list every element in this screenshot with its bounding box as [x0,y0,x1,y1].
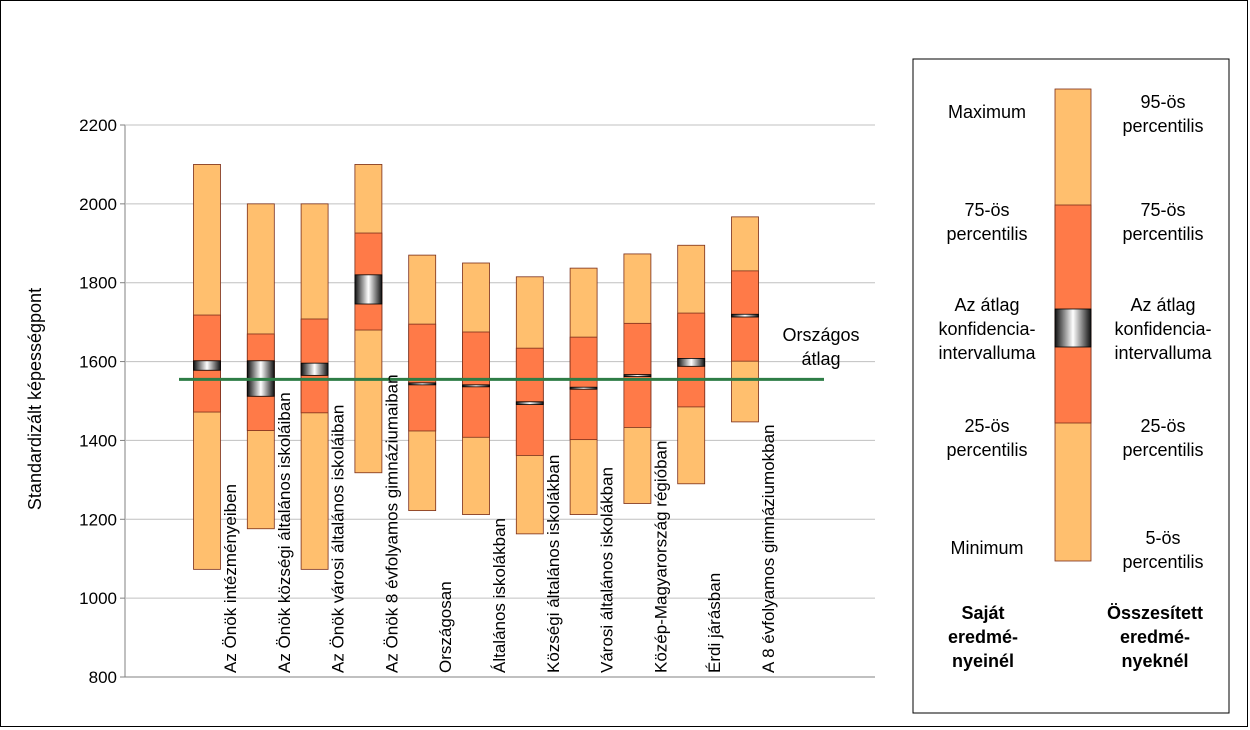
national-average-label-1: Országos [782,325,859,345]
confidence-interval-bar [731,313,759,318]
y-tick-label: 2200 [79,116,117,135]
category-label: Az Önök 8 évfolyamos gimnáziumaiban [382,374,401,673]
legend-right-label: Az átlag konfidencia-intervalluma [1114,295,1212,363]
legend-right-label: 95-ös percentilis [1122,92,1203,136]
confidence-interval-bar [515,401,544,405]
category-label: Az Önök községi általános iskoláiban [275,392,294,673]
category-label: Általános iskolákban [490,518,509,673]
category-label: Közép-Magyarország régióban [651,441,670,673]
y-tick-label: 1400 [79,431,117,450]
box-4 [408,254,437,512]
category-label: Városi általános iskolákban [598,467,617,673]
category-label: Községi általános iskolákban [544,455,563,673]
box-6 [515,276,544,535]
confidence-interval-bar [300,362,329,376]
confidence-interval-bar [462,384,490,388]
category-label: Országosan [436,581,455,673]
box-3 [354,164,383,474]
national-average-label-2: átlag [801,349,840,369]
legend: Maximum 75-ös percentilis Az átlag konfidenc… [912,58,1230,714]
box-0 [193,164,221,570]
box-7 [569,267,598,515]
legend-left-title: Saját eredmé-nyeinél [948,603,1018,671]
y-tick-label: 2000 [79,195,117,214]
legend-left-label: Az átlag konfidencia-intervalluma [938,295,1036,363]
box-9 [677,244,706,485]
confidence-interval-bar [354,274,383,305]
category-label: A 8 évfolyamos gimnáziumokban [759,424,778,673]
legend-right-label: 75-ös percentilis [1122,200,1203,244]
legend-left-label: 25-ös percentilis [946,416,1027,460]
legend-bar [1054,88,1092,562]
confidence-interval-bar [569,386,598,390]
legend-right-labels: 95-ös percentilis 75-ös percentilis Az átlag… [1107,92,1213,671]
confidence-interval-bar [677,358,706,367]
legend-left-label: 75-ös percentilis [946,200,1027,244]
confidence-interval-bar [408,382,437,386]
y-tick-label: 1200 [79,510,117,529]
box-10 [731,216,759,423]
interquartile-bar [408,323,437,432]
confidence-interval-bar [623,374,652,377]
box-5 [462,262,490,515]
y-tick-label: 1800 [79,274,117,293]
y-ticks: 800 1000 1200 1400 1600 1800 2000 2200 [79,116,125,687]
y-tick-label: 1000 [79,589,117,608]
legend-left-labels: Maximum 75-ös percentilis Az átlag konfidenc… [938,102,1036,671]
y-tick-label: 800 [89,668,117,687]
boxes [193,164,759,570]
legend-right-title: Összesített eredmé-nyeknél [1107,603,1203,671]
box-2 [300,203,329,570]
box-1 [246,203,275,530]
legend-right-label: 5-ös percentilis [1122,528,1203,572]
confidence-interval-bar [193,360,221,371]
legend-ci-bar [1054,308,1092,348]
reference-line-group: Országos átlag [179,325,860,381]
y-axis-label: Standardizált képességpont [25,288,45,510]
legend-left-label: Minimum [950,538,1023,558]
category-label: Az Önök intézményeiben [221,484,240,673]
category-labels: Az Önök intézményeiben Az Önök községi ál… [221,374,778,673]
y-tick-label: 1600 [79,353,117,372]
category-label: Érdi járásban [705,573,724,673]
legend-right-label: 25-ös percentilis [1122,416,1203,460]
category-label: Az Önök városi általános iskoláiban [329,405,348,673]
legend-left-label: Maximum [948,102,1026,122]
